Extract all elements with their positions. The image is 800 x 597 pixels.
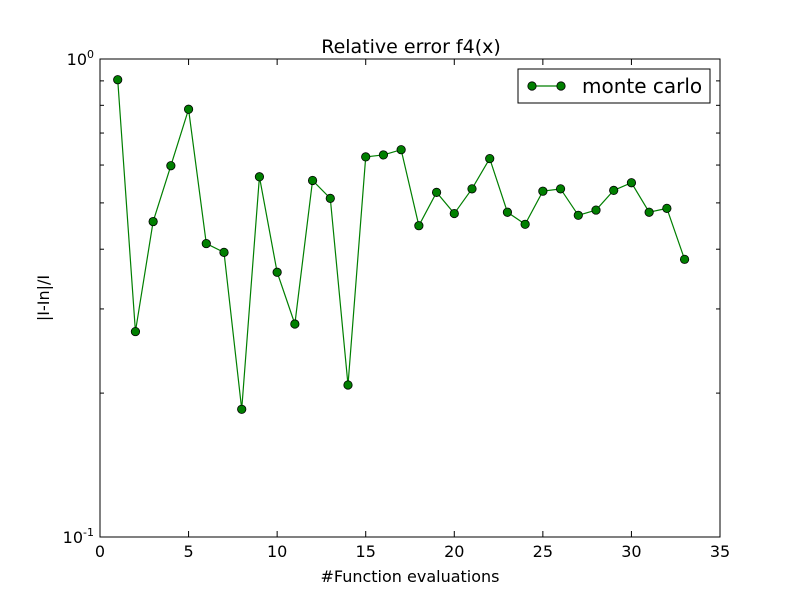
data-point bbox=[219, 247, 229, 257]
data-point bbox=[237, 404, 247, 414]
y-axis-label: |I-In|/I bbox=[34, 275, 53, 321]
data-point bbox=[431, 187, 442, 197]
data-point bbox=[325, 193, 335, 203]
legend-marker bbox=[556, 81, 566, 91]
x-tick-label: 15 bbox=[356, 542, 376, 561]
data-point bbox=[361, 152, 371, 162]
data-point bbox=[272, 267, 282, 277]
data-point bbox=[254, 172, 265, 182]
x-axis-label: #Function evaluations bbox=[320, 567, 499, 586]
x-tick-label: 30 bbox=[621, 542, 641, 561]
x-tick-label: 5 bbox=[183, 542, 193, 561]
data-point bbox=[626, 178, 637, 188]
data-point bbox=[290, 319, 300, 329]
data-point bbox=[166, 161, 176, 171]
data-point bbox=[644, 207, 654, 217]
legend-label: monte carlo bbox=[582, 74, 702, 98]
x-tick-label: 0 bbox=[95, 542, 105, 561]
data-point bbox=[538, 186, 548, 196]
data-point bbox=[396, 145, 406, 155]
data-point bbox=[502, 207, 513, 217]
y-tick-label: 10-1 bbox=[63, 526, 94, 547]
data-point bbox=[449, 208, 459, 219]
y-axis: 10-1 100 bbox=[63, 48, 720, 547]
data-point bbox=[662, 203, 672, 213]
data-point bbox=[414, 221, 424, 231]
y-tick-label: 100 bbox=[67, 48, 94, 69]
series-layer bbox=[113, 75, 690, 414]
data-point bbox=[485, 153, 495, 164]
data-point bbox=[679, 254, 690, 264]
data-point bbox=[201, 238, 211, 249]
plot-frame bbox=[99, 58, 721, 538]
x-tick-label: 35 bbox=[710, 542, 730, 561]
data-point bbox=[307, 175, 318, 186]
chart-title: Relative error f4(x) bbox=[321, 36, 501, 58]
data-point bbox=[591, 205, 601, 215]
data-point bbox=[609, 185, 619, 196]
data-point bbox=[148, 216, 158, 227]
x-tick-label: 20 bbox=[444, 542, 464, 561]
data-point bbox=[113, 75, 123, 85]
legend-marker bbox=[527, 81, 537, 91]
data-point bbox=[467, 184, 477, 194]
x-tick-label: 10 bbox=[267, 542, 287, 561]
legend: monte carlo bbox=[517, 68, 711, 104]
x-tick-label: 25 bbox=[533, 542, 553, 561]
data-point bbox=[573, 210, 583, 220]
x-axis: 0 5 10 15 20 25 30 35 bbox=[95, 59, 730, 561]
data-point bbox=[130, 326, 141, 337]
legend-box bbox=[517, 68, 711, 104]
data-point bbox=[520, 219, 530, 229]
data-point bbox=[555, 184, 566, 194]
data-point bbox=[183, 104, 194, 114]
plot-area bbox=[100, 59, 720, 537]
data-point bbox=[378, 150, 389, 160]
data-point bbox=[343, 380, 353, 390]
